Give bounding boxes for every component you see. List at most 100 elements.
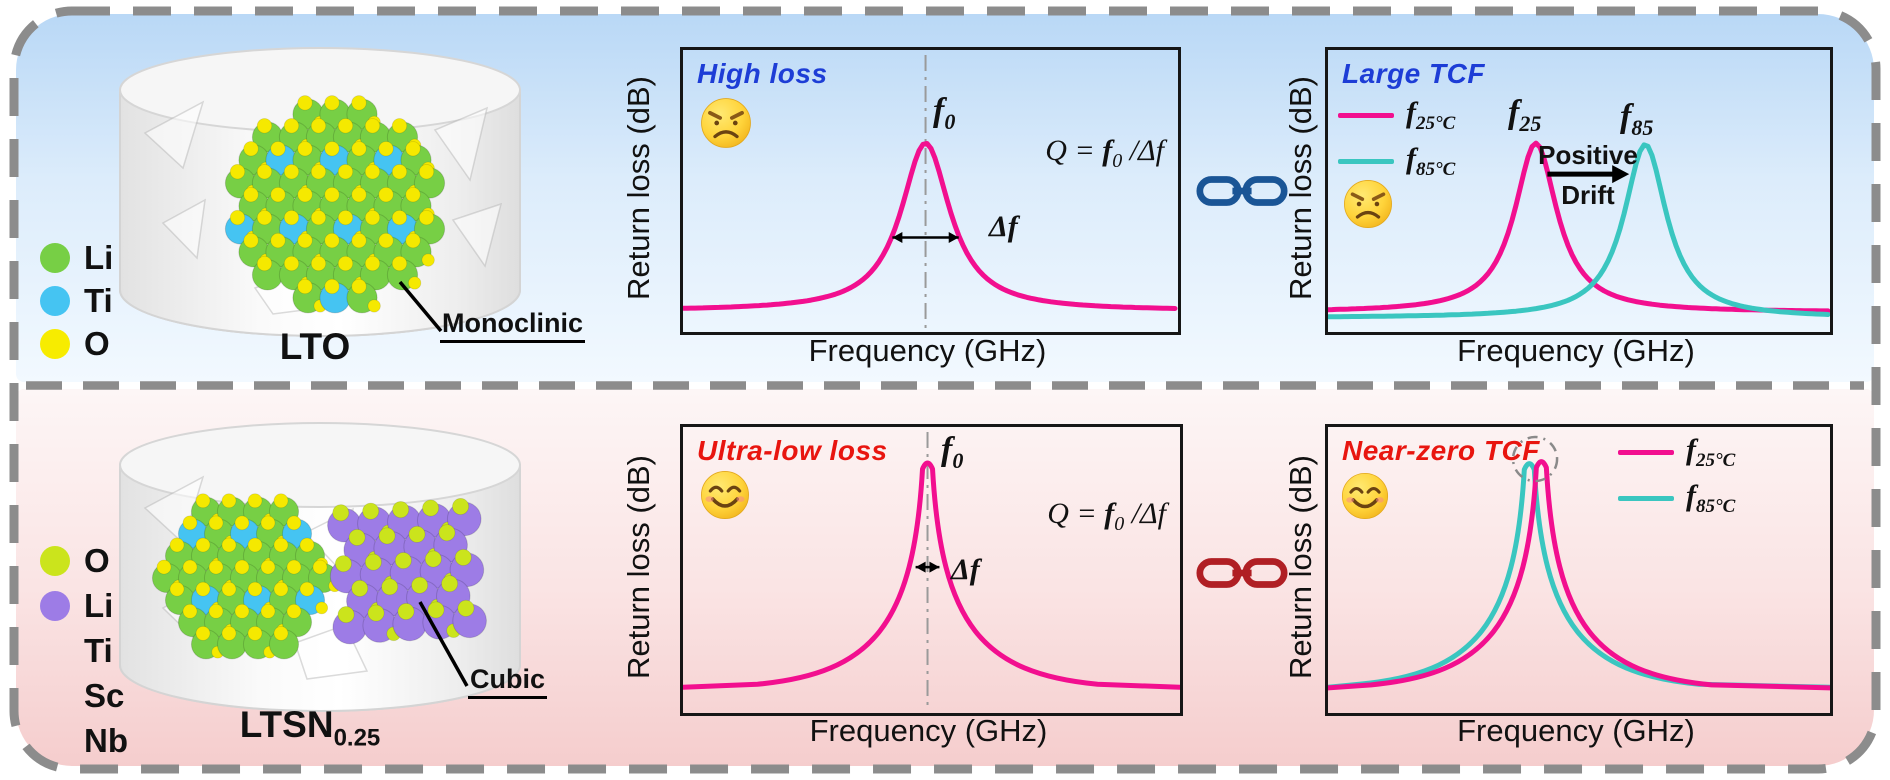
y-axis-label: Return loss (dB): [1283, 455, 1318, 679]
equation-rhs: /Δf: [1122, 134, 1164, 167]
atom-legend-top: Li Ti O: [40, 236, 113, 365]
peak-base: f: [1620, 98, 1632, 135]
peak-label-base: f: [933, 92, 945, 129]
y-axis-label: Return loss (dB): [1283, 76, 1318, 300]
legend-label: f85°C: [1406, 142, 1455, 181]
ti-atom-dot: [40, 285, 70, 316]
high-loss-curve: [683, 55, 1178, 328]
equation-lhs: Q =: [1047, 497, 1105, 530]
legend-item-ti: Ti: [40, 279, 113, 322]
legend-f: f: [1406, 95, 1416, 129]
peak-base: f: [1508, 94, 1520, 131]
legend-label: f25°C: [1406, 96, 1455, 135]
equation-rhs: /Δf: [1124, 497, 1166, 530]
legend-label: Sc: [84, 676, 125, 714]
legend-label: Ti: [84, 281, 113, 319]
lto-ceramic-cylinder: [119, 47, 521, 337]
legend-item-f85: f85°C: [1618, 475, 1735, 521]
legend-f: f: [1406, 141, 1416, 175]
chart-title: High loss: [697, 58, 828, 89]
x-axis-label: Frequency (GHz): [808, 333, 1047, 368]
y-axis-label: Return loss (dB): [621, 455, 656, 679]
material-label-lto: LTO: [279, 326, 351, 367]
legend-item-o: O: [40, 538, 128, 583]
phase-label-monoclinic: Monoclinic: [440, 308, 585, 343]
drift-label-bottom: Drift: [1561, 180, 1615, 210]
material-subscript: 0.25: [333, 724, 381, 752]
legend-f: f: [1686, 478, 1696, 512]
x-axis-label: Frequency (GHz): [1457, 333, 1695, 368]
chain-link-icon-bottom: [1196, 558, 1288, 588]
teal-line-swatch: [1618, 495, 1674, 501]
monoclinic-atom-cluster: [224, 95, 446, 314]
teal-line-swatch: [1338, 158, 1394, 164]
cubic-atom-cluster: [327, 498, 487, 645]
chart-large-tcf: Large TCF f25°C f85°C f25 f85 Positive D…: [1325, 47, 1833, 335]
equation-sub: 0: [1114, 513, 1125, 535]
happy-emoji-icon: [1341, 472, 1389, 520]
pink-line-swatch: [1338, 112, 1394, 118]
legend-item-ti: Ti: [40, 628, 128, 673]
o-atom-dot: [40, 328, 70, 359]
equation-lhs: Q =: [1045, 134, 1103, 167]
legend-item-f25: f25°C: [1338, 92, 1455, 138]
legend-item-nb: Nb: [40, 718, 128, 763]
peak-sub: 85: [1631, 114, 1654, 140]
material-label-ltsn: LTSN0.25: [205, 704, 415, 752]
legend-item-f25: f25°C: [1618, 429, 1735, 475]
equation-f: f: [1104, 497, 1115, 530]
pink-line-swatch: [1618, 449, 1674, 455]
material-base: LTSN: [239, 704, 334, 745]
delta-f-label: Δf: [989, 210, 1018, 243]
phase-label-cubic: Cubic: [468, 664, 548, 699]
legend-sub: 85°C: [1696, 495, 1736, 517]
legend-label: Li: [84, 586, 114, 624]
legend-item-li: Li: [40, 236, 113, 279]
atom-legend-bottom: O Li Ti Sc Nb: [40, 538, 128, 763]
peak-sub: 0: [952, 447, 964, 473]
x-axis-label: Frequency (GHz): [1457, 713, 1695, 748]
legend-label: f85°C: [1686, 479, 1735, 518]
legend-item-li: Li: [40, 583, 128, 628]
sad-emoji-icon: [1344, 180, 1392, 228]
legend-sub: 85°C: [1416, 158, 1456, 180]
equation-f: f: [1102, 134, 1113, 167]
li-atom-dot: [40, 242, 70, 273]
ultra-low-loss-curve: [683, 432, 1180, 709]
curve-legend: f25°C f85°C: [1618, 429, 1735, 521]
o-atom-dot: [40, 545, 70, 576]
legend-item-sc: Sc: [40, 673, 128, 718]
chart-title: Ultra-low loss: [697, 435, 888, 466]
sad-emoji-icon: [701, 98, 751, 148]
peak-label-f85: f85: [1620, 98, 1653, 141]
legend-label: O: [84, 324, 110, 362]
legend-label: O: [84, 541, 110, 579]
peak-sub: 25: [1519, 110, 1542, 136]
legend-label: f25°C: [1686, 433, 1735, 472]
peak-label-sub: 0: [944, 108, 956, 134]
y-axis-label: Return loss (dB): [621, 76, 656, 300]
x-axis-label: Frequency (GHz): [809, 713, 1048, 748]
legend-label: Li: [84, 238, 114, 276]
peak-base: f: [941, 431, 953, 468]
legend-sub: 25°C: [1696, 449, 1736, 471]
drift-label-top: Positive: [1538, 140, 1638, 170]
q-factor-equation: Q = f0 /Δf: [1045, 134, 1164, 173]
legend-sub: 25°C: [1416, 112, 1456, 134]
delta-f-label: Δf: [951, 553, 980, 586]
happy-emoji-icon: [701, 471, 749, 519]
chart-title: Large TCF: [1342, 58, 1485, 89]
peak-label-f0: f0: [933, 92, 955, 135]
legend-item-o: O: [40, 322, 113, 365]
q-factor-equation: Q = f0 /Δf: [1047, 497, 1166, 536]
chart-ultra-low-loss: Ultra-low loss f0 Δf Q = f0 /Δf: [680, 424, 1183, 716]
curve-legend: f25°C f85°C: [1338, 92, 1455, 184]
legend-label: Nb: [84, 721, 128, 759]
chart-title: Near-zero TCF: [1342, 435, 1540, 466]
legend-f: f: [1686, 432, 1696, 466]
chart-high-loss: High loss f0 Δf Q = f0 /Δf: [680, 47, 1181, 335]
chart-near-zero-tcf: Near-zero TCF f25°C f85°C: [1325, 424, 1833, 716]
chain-link-icon-top: [1196, 176, 1288, 206]
peak-label-f25: f25: [1508, 94, 1541, 137]
li-site-atom-dot: [40, 590, 70, 621]
